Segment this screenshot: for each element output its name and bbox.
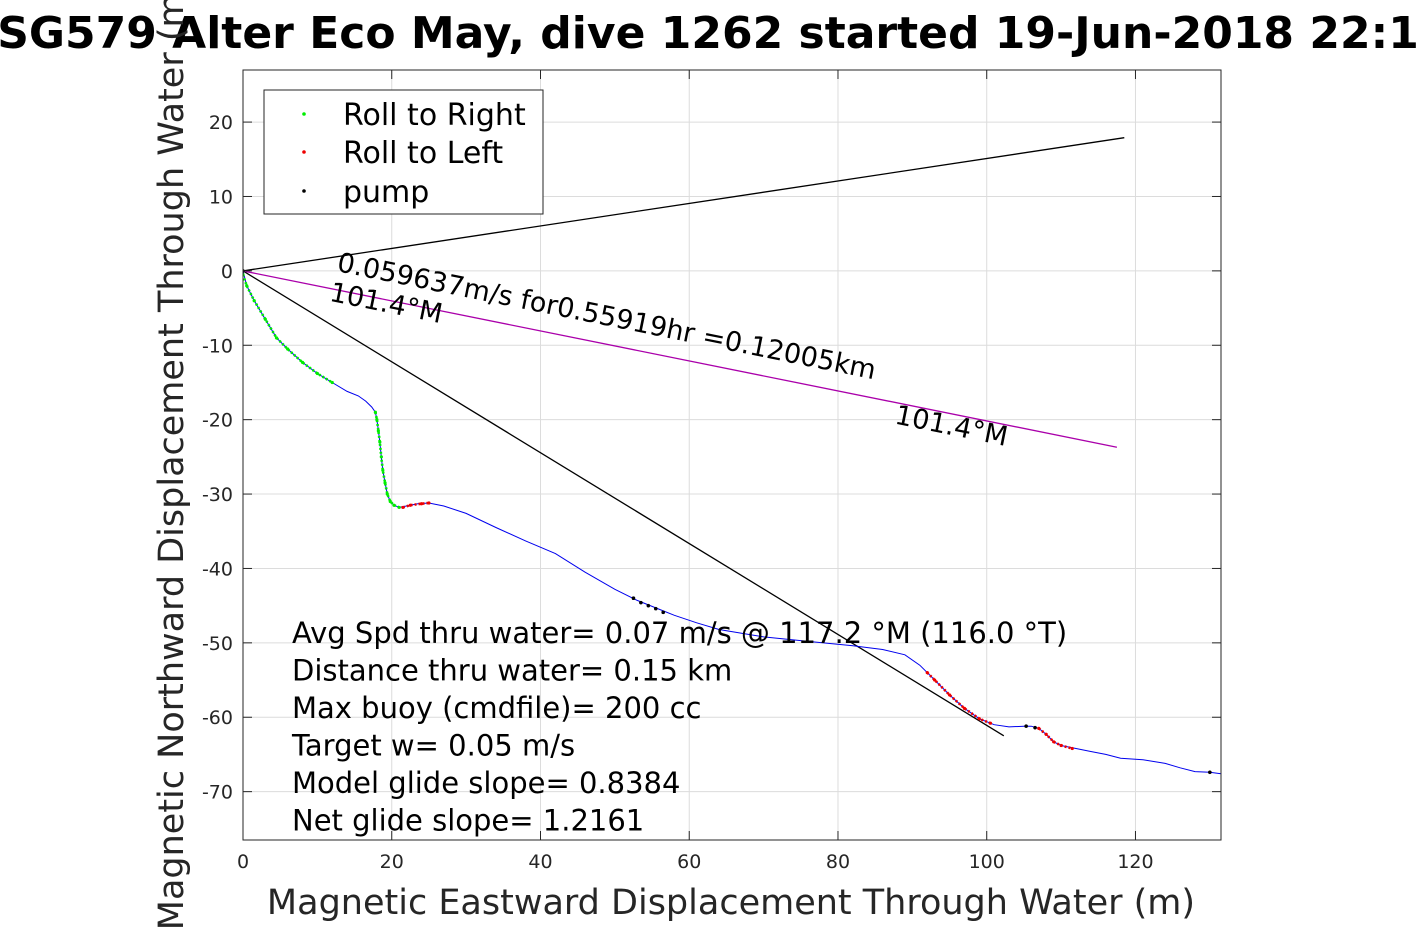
y-tick-label: -40 [202, 558, 233, 580]
y-tick-label: -30 [202, 484, 233, 506]
legend: Roll to Right Roll to Left pump [263, 89, 544, 215]
roll-right-point [263, 317, 267, 321]
roll-right-point [274, 336, 279, 340]
roll-left-point [1070, 746, 1074, 751]
y-tick-label: -10 [202, 335, 233, 357]
y-axis-label: Magnetic Northward Displacement Through … [152, 0, 192, 930]
roll-left-point [1052, 740, 1056, 744]
roll-left-segment [926, 671, 991, 725]
roll-left-point [947, 693, 952, 697]
x-tick-label: 120 [1117, 851, 1153, 873]
roll-right-point [397, 505, 401, 510]
roll-right-point [252, 299, 256, 303]
y-tick-label: 20 [209, 112, 233, 134]
x-axis-label: Magnetic Eastward Displacement Through W… [267, 883, 1195, 923]
roll-right-point [392, 503, 396, 507]
roll-right-point [375, 418, 379, 422]
plot-frame [242, 69, 1222, 841]
stats-line: Net glide slope= 1.2161 [292, 804, 644, 838]
reference-lines [243, 137, 1125, 737]
x-tick-label: 80 [826, 851, 850, 873]
roll-left-point [925, 671, 929, 675]
y-tick-label: -60 [202, 707, 233, 729]
roll-left-point [408, 503, 412, 507]
stats-line: Model glide slope= 0.8384 [292, 766, 680, 800]
roll-right-point [383, 481, 387, 485]
roll-left-point [977, 717, 981, 721]
legend-label-pump: pump [343, 175, 429, 210]
roll-right-point [315, 371, 319, 376]
roll-left-point [419, 502, 424, 506]
stats-box: Avg Spd thru water= 0.07 m/s @ 117.2 °M … [291, 616, 1067, 838]
line-upper [243, 137, 1125, 272]
y-tick-label: -50 [202, 633, 233, 655]
legend-box [263, 89, 544, 215]
pump-point [661, 610, 666, 615]
y-tick-label: -70 [202, 782, 233, 804]
roll-right-point [381, 468, 385, 472]
pump-point [1033, 725, 1037, 730]
roll-right-point [385, 492, 389, 496]
x-tick-label: 20 [380, 851, 404, 873]
x-tick-label: 0 [237, 851, 249, 873]
axis-ticks: 0 20 40 60 80 100 12020100-10-20-30-40-50-60-7… [202, 70, 1221, 873]
roll-right-point [379, 455, 383, 459]
legend-marker-roll-left [302, 150, 306, 154]
stats-line: Avg Spd thru water= 0.07 m/s @ 117.2 °M … [292, 616, 1067, 650]
roll-right-point [376, 429, 380, 433]
stats-line: Max buoy (cmdfile)= 200 cc [292, 691, 701, 725]
pump-point [653, 606, 658, 611]
roll-right-segment [243, 274, 333, 384]
roll-left-point [1044, 732, 1048, 736]
pump-point [631, 596, 636, 601]
stats-line: Distance thru water= 0.15 km [292, 654, 732, 688]
y-tick-label: 10 [209, 186, 233, 208]
legend-label-roll-left: Roll to Left [343, 136, 503, 171]
y-tick-label: -20 [202, 410, 233, 432]
roll-left-point [988, 721, 993, 725]
legend-label-roll-right: Roll to Right [343, 98, 526, 133]
chart-title: SG579 Alter Eco May, dive 1262 started 1… [0, 8, 1417, 59]
pump-point [1208, 770, 1212, 775]
stats-line: Target w= 0.05 m/s [291, 729, 575, 763]
legend-marker-pump [302, 189, 306, 193]
roll-right-point [300, 360, 305, 364]
roll-right-point [378, 440, 382, 444]
pump-point [646, 603, 651, 608]
roll-left-point [427, 501, 431, 505]
line-mean-heading [243, 270, 1118, 448]
marker-layer [243, 269, 1212, 775]
roll-right-point [330, 380, 334, 385]
roll-right-point [286, 347, 290, 351]
y-tick-label: 0 [221, 261, 233, 283]
roll-left-segment [402, 501, 430, 509]
line-lower [243, 270, 1005, 737]
pump-point [639, 600, 643, 605]
roll-right-point [388, 499, 392, 504]
roll-left-point [1059, 743, 1063, 748]
roll-right-point [373, 410, 377, 414]
roll-right-segment [374, 411, 400, 509]
roll-left-point [401, 505, 405, 510]
roll-right-point [245, 284, 249, 288]
pump-point [1024, 724, 1028, 728]
roll-left-point [1037, 726, 1041, 731]
x-tick-label: 60 [677, 851, 701, 873]
x-tick-label: 100 [969, 851, 1005, 873]
x-tick-label: 40 [528, 851, 552, 873]
roll-left-point [962, 706, 967, 710]
legend-marker-roll-right [302, 112, 306, 116]
roll-left-point [933, 678, 937, 682]
